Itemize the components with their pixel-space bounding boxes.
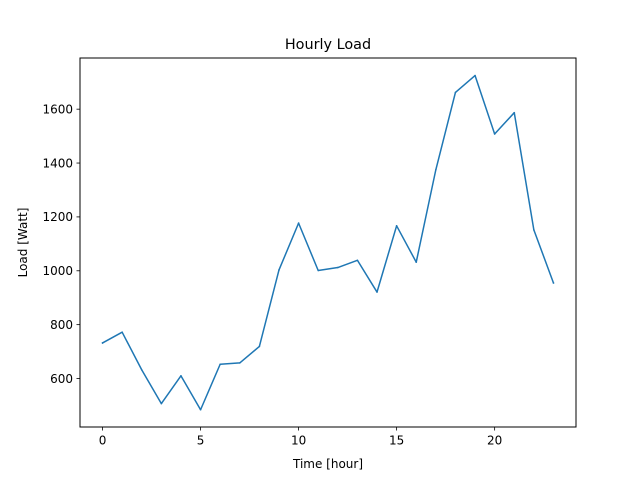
y-tick-label: 1200 bbox=[42, 210, 73, 224]
series-line bbox=[101, 74, 555, 411]
y-tick-label: 600 bbox=[50, 372, 73, 386]
y-tick-label: 1000 bbox=[42, 264, 73, 278]
data-point bbox=[317, 269, 319, 272]
plot-area: 0 5 10 15 20 600 800 1000 1200 1400 1600 bbox=[42, 74, 555, 448]
data-point bbox=[199, 408, 202, 411]
data-point bbox=[180, 375, 182, 377]
chart-title: Hourly Load bbox=[285, 37, 371, 53]
y-axis-label: Load [Watt] bbox=[16, 208, 30, 278]
data-point bbox=[219, 363, 221, 366]
x-tick-label: 10 bbox=[291, 434, 306, 448]
axes-frame bbox=[79, 57, 577, 428]
data-point bbox=[533, 229, 535, 231]
data-point bbox=[278, 269, 280, 271]
x-tick-label: 20 bbox=[487, 434, 502, 448]
x-axis-label: Time [hour] bbox=[292, 457, 363, 471]
y-tick-label: 1400 bbox=[42, 156, 73, 170]
data-point bbox=[395, 225, 398, 227]
data-point bbox=[258, 345, 261, 348]
data-point bbox=[101, 342, 104, 344]
y-tick-label: 800 bbox=[50, 318, 73, 332]
data-point bbox=[238, 362, 241, 364]
data-point bbox=[415, 261, 418, 263]
data-point bbox=[493, 133, 496, 135]
data-point bbox=[474, 74, 476, 77]
data-point bbox=[297, 222, 300, 224]
data-point bbox=[513, 111, 516, 114]
data-point bbox=[160, 402, 163, 405]
x-tick-label: 5 bbox=[197, 434, 205, 448]
data-point bbox=[552, 282, 555, 284]
data-point bbox=[376, 291, 378, 293]
y-tick-label: 1600 bbox=[42, 102, 73, 116]
data-point bbox=[140, 369, 143, 371]
x-tick-label: 0 bbox=[99, 434, 107, 448]
data-point bbox=[356, 259, 359, 262]
data-point bbox=[337, 266, 339, 269]
data-point bbox=[435, 168, 437, 171]
data-point bbox=[121, 331, 123, 333]
data-point bbox=[454, 91, 457, 94]
x-tick-label: 15 bbox=[389, 434, 404, 448]
